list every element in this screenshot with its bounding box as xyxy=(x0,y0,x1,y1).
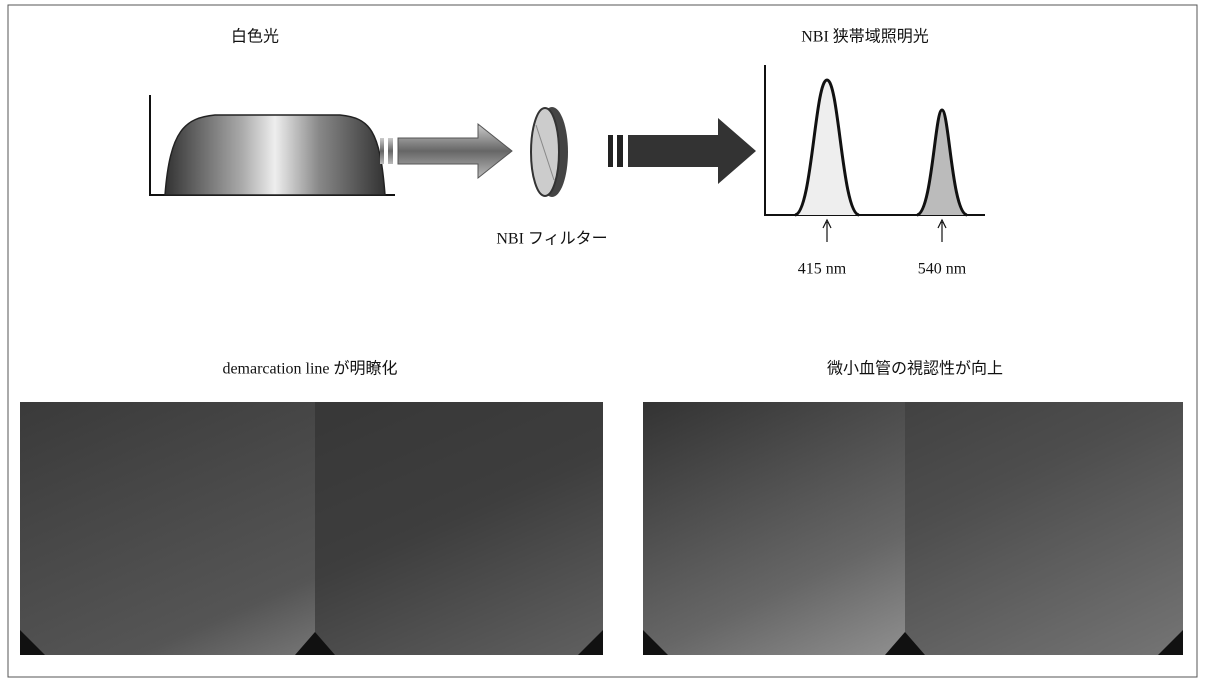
right-image xyxy=(643,402,1183,655)
arrow-black xyxy=(608,118,756,184)
nbi-light-label: NBI 狭帯域照明光 xyxy=(801,28,929,46)
filter-label: NBI フィルター xyxy=(496,230,607,248)
white-light-spectrum xyxy=(150,95,395,195)
right-caption: 微小血管の視認性が向上 xyxy=(827,360,1003,378)
peak-label: 540 nm xyxy=(918,261,967,278)
figure: 白色光 NBI 狭帯域照明光 NBI フィルター 415 nm 540 nm d… xyxy=(0,0,1205,682)
nbi-filter xyxy=(531,107,568,197)
nbi-spectrum xyxy=(765,65,985,242)
left-image xyxy=(20,402,603,655)
page: 白色光 NBI 狭帯域照明光 NBI フィルター 415 nm 540 nm d… xyxy=(0,0,1205,682)
peak-label: 415 nm xyxy=(798,261,847,278)
left-caption: demarcation line が明瞭化 xyxy=(222,360,397,378)
white-light-label: 白色光 xyxy=(231,28,279,46)
arrow-gray xyxy=(380,124,512,178)
